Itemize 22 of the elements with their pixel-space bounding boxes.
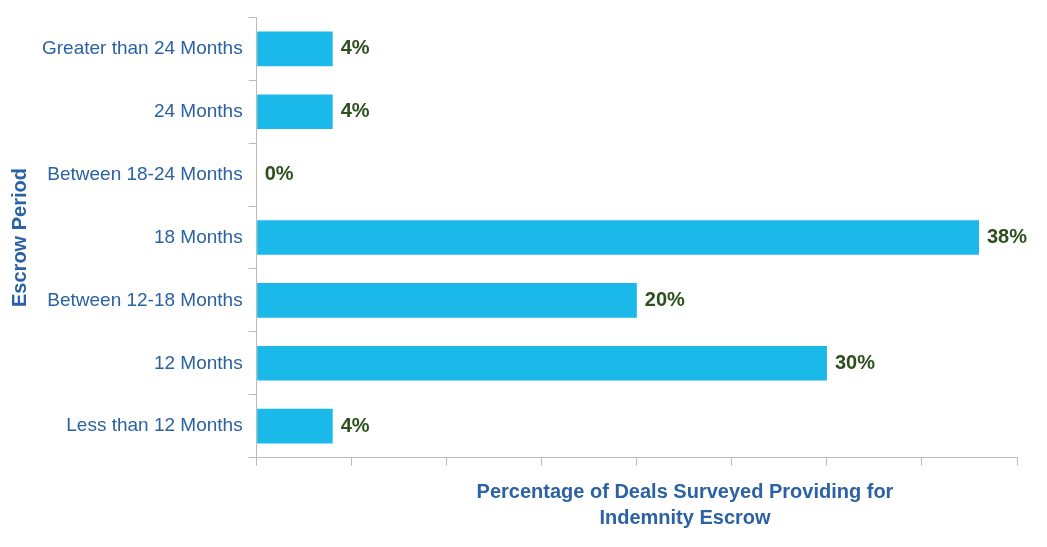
bar bbox=[257, 94, 333, 130]
y-tick-label: 18 Months bbox=[153, 225, 243, 247]
data-label: 4% bbox=[340, 413, 370, 436]
y-tick-label: Greater than 24 Months bbox=[42, 37, 243, 59]
data-label: 38% bbox=[986, 225, 1028, 248]
data-label: 30% bbox=[834, 350, 876, 373]
bar bbox=[257, 345, 827, 381]
data-label: 4% bbox=[340, 99, 370, 122]
y-tick-label: Less than 12 Months bbox=[66, 414, 243, 436]
data-label: 0% bbox=[264, 162, 294, 185]
y-tick-label: Between 12-18 Months bbox=[47, 288, 243, 310]
x-axis-title: Percentage of Deals Surveyed Providing for Indemnity Escrow bbox=[475, 479, 895, 530]
y-tick-label: 12 Months bbox=[153, 351, 243, 373]
y-tick-label: Between 18-24 Months bbox=[47, 162, 243, 184]
bar bbox=[257, 220, 979, 255]
y-tick-label: 24 Months bbox=[153, 99, 243, 121]
bar bbox=[257, 31, 333, 67]
bar bbox=[257, 283, 637, 318]
data-label: 4% bbox=[340, 36, 370, 59]
y-axis-title: Escrow Period bbox=[7, 168, 30, 307]
bar bbox=[257, 408, 333, 444]
data-label: 20% bbox=[644, 287, 686, 310]
